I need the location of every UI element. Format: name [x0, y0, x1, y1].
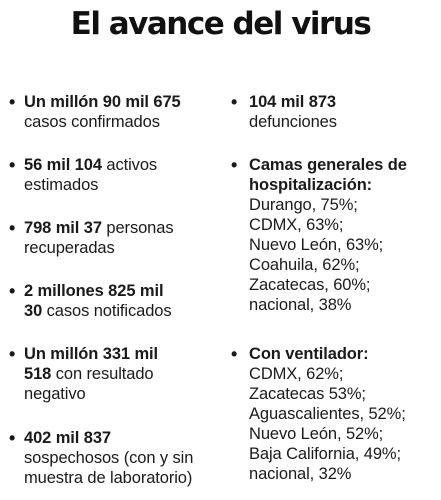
bullet-icon: • — [231, 155, 238, 175]
stat-value: 518 — [24, 365, 52, 383]
stat-label: casos confirmados — [24, 113, 160, 131]
stat-value: 2 millones 825 mil — [24, 282, 164, 300]
stat-value: 798 mil 37 — [24, 219, 102, 237]
stat-value: 104 mil 873 — [249, 93, 336, 111]
stat-value: 56 mil 104 — [24, 156, 102, 174]
bullet-icon: • — [9, 281, 16, 301]
bullet-icon: • — [9, 344, 16, 364]
occupancy-entry: Zacatecas 53%; — [249, 385, 366, 403]
bullet-icon: • — [9, 218, 16, 238]
section-heading: Camas generales de — [249, 156, 407, 174]
occupancy-entry: Nuevo León, 52%; — [249, 425, 384, 443]
stat-label: negativo — [24, 385, 86, 403]
page-title: El avance del virus — [70, 6, 372, 42]
stat-label: muestra de laboratorio) — [24, 469, 193, 487]
occupancy-entry: nacional, 32% — [249, 465, 352, 483]
bullet-icon: • — [231, 344, 238, 364]
stat-label: recuperadas — [24, 239, 115, 257]
stat-label: defunciones — [249, 113, 337, 131]
occupancy-entry: Nuevo León, 63%; — [249, 236, 384, 254]
bullet-icon: • — [9, 155, 16, 175]
bullet-icon: • — [9, 428, 16, 448]
occupancy-entry: CDMX, 63%; — [249, 216, 344, 234]
occupancy-entry: Baja California, 49%; — [249, 445, 401, 463]
occupancy-entry: Zacatecas, 60%; — [249, 276, 371, 294]
occupancy-entry: Coahuila, 62%; — [249, 256, 360, 274]
occupancy-entry: CDMX, 62%; — [249, 365, 344, 383]
occupancy-entry: nacional, 38% — [249, 296, 352, 314]
stat-label: casos notificados — [42, 302, 172, 320]
bullet-icon: • — [231, 92, 238, 112]
bullet-icon: • — [9, 92, 16, 112]
occupancy-entry: Aguascalientes, 52%; — [249, 405, 406, 423]
stat-label: sospechosos (con y sin — [24, 449, 194, 467]
section-heading: Con ventilador: — [249, 345, 369, 363]
stat-label: activos — [101, 156, 158, 174]
stat-value: 402 mil 837 — [24, 429, 111, 447]
stat-value: 30 — [24, 302, 43, 320]
section-heading: hospitalización: — [249, 176, 373, 194]
stat-label: estimados — [24, 176, 99, 194]
stat-value: Un millón 331 mil — [24, 345, 158, 363]
stat-label: con resultado — [51, 365, 154, 383]
stat-value: Un millón 90 mil 675 — [24, 93, 181, 111]
stat-label: personas — [101, 219, 174, 237]
occupancy-entry: Durango, 75%; — [249, 196, 358, 214]
